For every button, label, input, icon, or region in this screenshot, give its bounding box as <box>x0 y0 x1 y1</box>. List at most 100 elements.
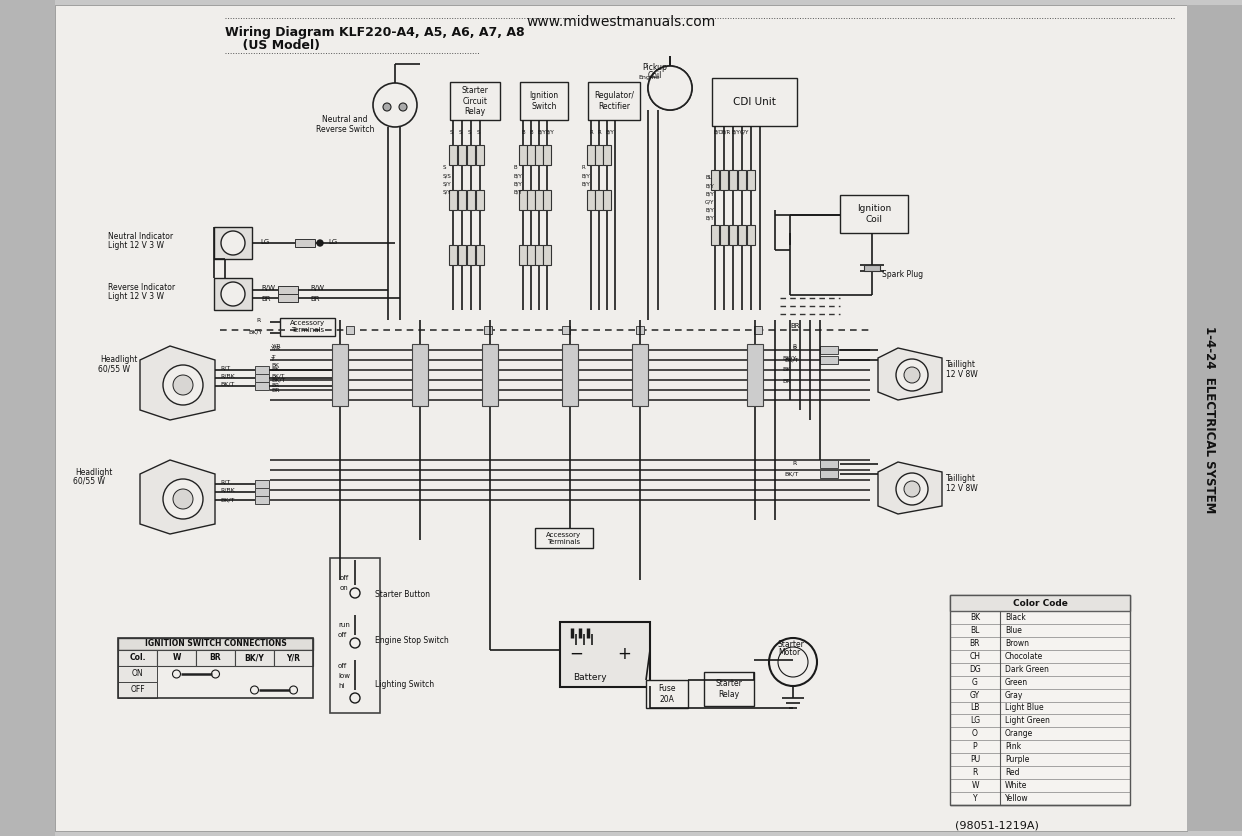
Text: Dark Green: Dark Green <box>1005 665 1049 674</box>
Text: (98051-1219A): (98051-1219A) <box>955 820 1038 830</box>
Text: G: G <box>972 678 977 686</box>
Text: 12 V 8W: 12 V 8W <box>946 484 977 493</box>
Bar <box>296 239 315 247</box>
Circle shape <box>317 240 323 246</box>
Circle shape <box>163 479 202 519</box>
Circle shape <box>173 375 193 395</box>
Text: Spark Plug: Spark Plug <box>882 270 923 279</box>
Text: Orange: Orange <box>1005 729 1033 738</box>
Text: Light Blue: Light Blue <box>1005 704 1043 712</box>
Bar <box>561 344 578 406</box>
Text: LG: LG <box>328 239 338 245</box>
Text: +: + <box>617 645 631 663</box>
Bar <box>274 650 313 666</box>
Bar <box>560 622 650 687</box>
Bar <box>729 225 737 245</box>
Text: S/Y: S/Y <box>443 189 452 194</box>
Bar <box>543 190 551 210</box>
Bar <box>950 595 1130 611</box>
Bar <box>746 170 755 190</box>
Bar <box>235 650 274 666</box>
Text: B/Y: B/Y <box>705 215 714 220</box>
Text: B/Y: B/Y <box>705 183 714 188</box>
Text: BK/T: BK/T <box>271 373 284 378</box>
Text: Y: Y <box>972 794 977 803</box>
Bar <box>278 286 298 294</box>
Circle shape <box>373 83 417 127</box>
Bar <box>467 190 474 210</box>
Text: BK/T: BK/T <box>220 497 235 502</box>
Text: R/W: R/W <box>310 285 324 291</box>
Text: B/Y: B/Y <box>581 181 590 186</box>
Text: B/Y: B/Y <box>513 181 522 186</box>
Bar <box>458 190 466 210</box>
Text: S: S <box>450 130 453 135</box>
Text: ON: ON <box>132 670 143 679</box>
Text: BK/Y: BK/Y <box>245 654 265 662</box>
Text: Lighting Switch: Lighting Switch <box>375 680 435 689</box>
Text: Accessory
Terminals: Accessory Terminals <box>546 532 581 544</box>
Text: 60/55 W: 60/55 W <box>73 477 106 486</box>
Text: Y/R: Y/R <box>287 654 301 662</box>
Polygon shape <box>140 460 215 534</box>
Text: BK: BK <box>970 613 980 622</box>
Bar <box>738 225 746 245</box>
Text: BK/T: BK/T <box>784 357 799 362</box>
Bar <box>278 294 298 302</box>
Bar <box>535 245 543 265</box>
Circle shape <box>350 588 360 598</box>
Text: Battery: Battery <box>574 673 607 682</box>
Text: Chocolate: Chocolate <box>1005 652 1043 660</box>
Text: R/T: R/T <box>220 479 230 484</box>
Bar <box>527 190 535 210</box>
Text: off: off <box>338 632 348 638</box>
Text: Neutral Indicator: Neutral Indicator <box>108 232 173 241</box>
Circle shape <box>895 359 928 391</box>
Text: Accessory
Terminals: Accessory Terminals <box>289 320 325 334</box>
Text: LG: LG <box>260 239 270 245</box>
Text: Green: Green <box>1005 678 1028 686</box>
Text: R: R <box>972 768 977 777</box>
Text: BL: BL <box>705 175 712 180</box>
Bar <box>738 170 746 190</box>
Circle shape <box>648 66 692 110</box>
Bar <box>561 326 570 334</box>
Text: off: off <box>338 663 348 669</box>
Text: G/Y: G/Y <box>740 130 749 135</box>
Text: BR: BR <box>261 296 271 302</box>
Bar <box>450 190 457 210</box>
Circle shape <box>769 638 817 686</box>
Bar <box>720 170 728 190</box>
Circle shape <box>895 473 928 505</box>
Text: R: R <box>581 165 585 170</box>
Bar <box>484 326 492 334</box>
Bar <box>476 245 484 265</box>
Bar <box>604 145 611 165</box>
Text: S: S <box>460 130 462 135</box>
Bar <box>255 374 270 382</box>
Text: BR: BR <box>210 654 221 662</box>
Bar <box>632 344 648 406</box>
Text: B/Y: B/Y <box>513 189 522 194</box>
Text: Engine: Engine <box>638 75 660 80</box>
Text: Gray: Gray <box>1005 691 1023 700</box>
Circle shape <box>399 103 407 111</box>
Text: Taillight: Taillight <box>946 474 976 483</box>
Text: BR: BR <box>310 296 319 302</box>
Bar <box>527 145 535 165</box>
Bar <box>864 265 881 271</box>
Bar <box>450 245 457 265</box>
Text: B: B <box>513 165 517 170</box>
Bar <box>520 82 568 120</box>
Text: B/Y: B/Y <box>537 130 545 135</box>
Text: hi: hi <box>338 683 344 689</box>
Bar <box>712 78 797 126</box>
Text: T: T <box>271 355 274 360</box>
Bar <box>636 326 645 334</box>
Bar <box>543 245 551 265</box>
Text: Regulator/
Rectifier: Regulator/ Rectifier <box>594 91 633 110</box>
Text: Yellow: Yellow <box>1005 794 1028 803</box>
Circle shape <box>648 66 692 110</box>
Bar <box>820 470 838 478</box>
Text: B: B <box>529 130 533 135</box>
